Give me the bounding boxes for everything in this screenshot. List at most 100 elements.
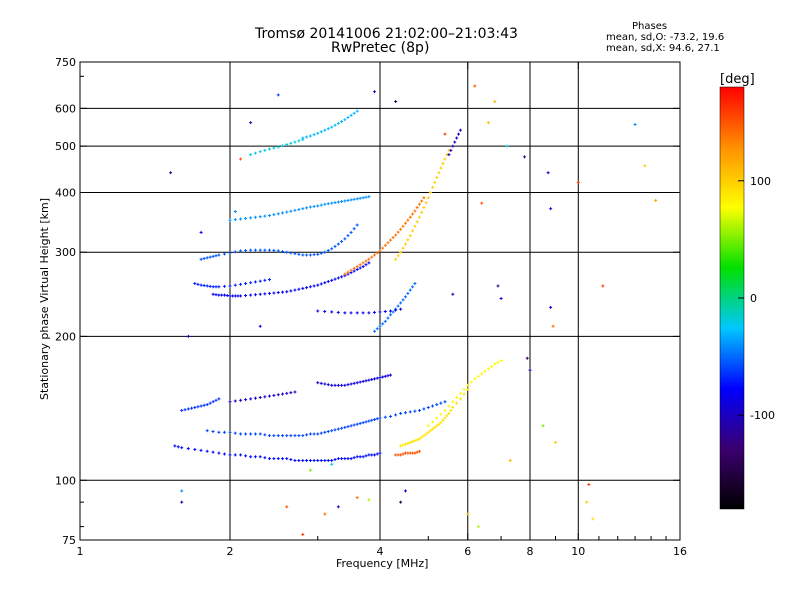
data-point <box>367 195 371 199</box>
data-point <box>316 283 320 287</box>
data-point <box>394 100 398 104</box>
data-point <box>401 298 405 302</box>
data-point <box>281 250 285 254</box>
data-point <box>267 434 271 438</box>
data-point <box>433 180 437 184</box>
data-point <box>372 310 376 314</box>
data-point <box>361 196 365 200</box>
data-point <box>466 383 470 387</box>
data-point <box>305 253 309 257</box>
data-point <box>343 237 347 241</box>
data-point <box>285 250 289 254</box>
data-point <box>326 458 330 462</box>
data-point <box>406 238 410 242</box>
data-point <box>466 512 470 516</box>
data-point <box>233 218 237 222</box>
data-point <box>346 116 350 120</box>
data-point <box>417 437 421 441</box>
data-point <box>233 399 237 403</box>
data-point <box>297 287 301 291</box>
data-point <box>343 199 347 203</box>
data-point <box>214 398 218 402</box>
data-point <box>193 282 197 286</box>
data-point <box>403 295 407 299</box>
data-point <box>239 282 243 286</box>
data-point <box>401 246 405 250</box>
data-point <box>443 400 447 404</box>
data-point <box>585 500 589 504</box>
data-point <box>316 458 320 462</box>
data-point <box>378 310 382 314</box>
data-point <box>499 297 503 301</box>
data-point <box>401 452 405 456</box>
data-point <box>301 286 305 290</box>
data-point <box>549 207 553 211</box>
data-point <box>490 365 494 369</box>
data-point <box>258 432 262 436</box>
data-point <box>469 380 473 384</box>
data-point <box>443 408 447 412</box>
data-point <box>340 275 344 279</box>
data-point <box>205 429 209 433</box>
data-point <box>386 316 390 320</box>
data-point <box>355 109 359 113</box>
data-point <box>244 282 248 286</box>
data-point <box>406 291 410 295</box>
data-point <box>228 400 232 404</box>
data-point <box>214 285 218 289</box>
data-point <box>199 404 203 408</box>
data-point <box>401 443 405 447</box>
data-point <box>373 418 377 422</box>
data-point <box>253 248 257 252</box>
data-point <box>267 278 271 282</box>
data-point <box>389 373 393 377</box>
data-point <box>435 175 439 179</box>
data-point <box>399 307 403 311</box>
data-point <box>297 208 301 212</box>
data-point <box>352 197 356 201</box>
data-point <box>346 457 350 461</box>
data-point <box>437 422 441 426</box>
data-point <box>316 131 320 135</box>
data-point <box>441 162 445 166</box>
data-point <box>447 153 451 157</box>
data-point <box>263 148 267 152</box>
data-point <box>239 398 243 402</box>
data-point <box>244 432 248 436</box>
data-point <box>386 241 390 245</box>
data-point <box>381 322 385 326</box>
data-point <box>349 113 353 117</box>
data-point <box>312 133 316 137</box>
data-point <box>285 434 289 438</box>
data-point <box>297 434 301 438</box>
x-tick-label: 2 <box>227 545 234 558</box>
data-point <box>373 377 377 381</box>
x-tick-label: 1 <box>77 545 84 558</box>
data-point <box>355 265 359 269</box>
data-point <box>186 334 190 338</box>
data-point <box>496 284 500 288</box>
data-point <box>367 378 371 382</box>
data-point <box>233 294 237 298</box>
data-point <box>406 218 410 222</box>
data-point <box>428 191 432 195</box>
data-point <box>312 458 316 462</box>
data-point <box>239 249 243 253</box>
data-point <box>433 425 437 429</box>
data-point <box>403 242 407 246</box>
data-point <box>308 205 312 209</box>
data-point <box>361 261 365 265</box>
chart-subtitle: RwPretec (8p) <box>331 40 430 56</box>
data-point <box>289 251 293 255</box>
data-point <box>301 207 305 211</box>
data-point <box>263 433 267 437</box>
data-point <box>343 425 347 429</box>
data-point <box>455 401 459 405</box>
data-point <box>349 424 353 428</box>
colorbar-tick-label: 100 <box>750 175 771 188</box>
data-point <box>378 451 382 455</box>
data-point <box>383 243 387 247</box>
data-point <box>408 410 412 414</box>
data-point <box>222 430 226 434</box>
